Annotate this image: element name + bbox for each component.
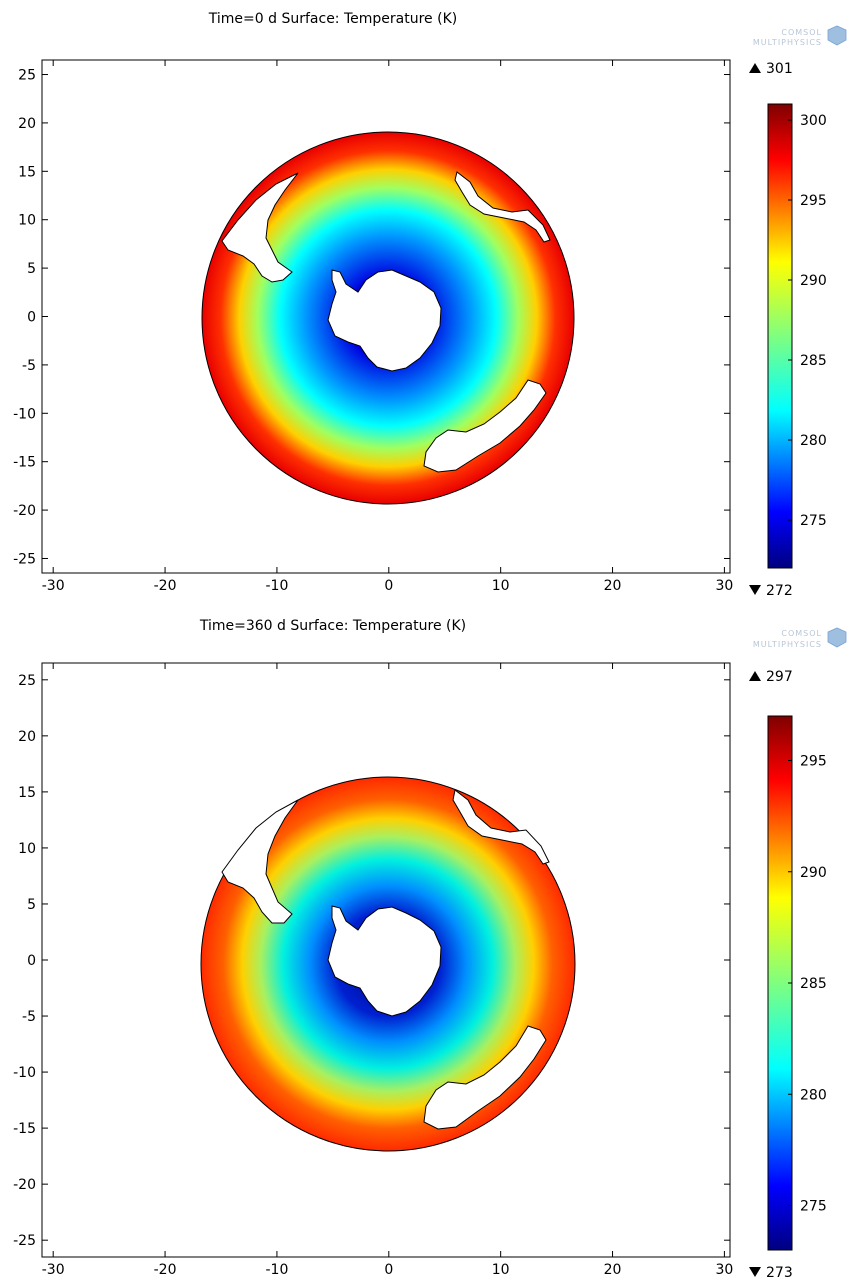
- y-tick-label: -25: [13, 551, 36, 567]
- y-tick-label: 15: [18, 164, 36, 180]
- colorbar-tick-label: 295: [800, 754, 827, 770]
- min-marker-icon-1: [749, 585, 761, 595]
- colorbar-max-2: 297: [766, 669, 793, 685]
- disk-2: [200, 776, 576, 1152]
- y-tick-label: 0: [27, 953, 36, 969]
- x-tick-label: 0: [384, 578, 393, 594]
- colorbar-tick-label: 295: [800, 193, 827, 209]
- x-tick-label: 10: [492, 578, 510, 594]
- y-tick-label: -10: [13, 1065, 36, 1081]
- y-tick-label: -10: [13, 406, 36, 422]
- colorbar-min-1: 272: [766, 583, 793, 599]
- colorbar-max-1: 301: [766, 61, 793, 77]
- y-tick-label: 25: [18, 68, 36, 84]
- x-tick-label: 20: [604, 578, 622, 594]
- y-tick-label: -15: [13, 455, 36, 471]
- cube-icon: [827, 25, 847, 46]
- y-tick-label: -20: [13, 503, 36, 519]
- colorbar-tick-label: 285: [800, 353, 827, 369]
- y-tick-label: 25: [18, 673, 36, 689]
- plot-title-2: Time=360 d Surface: Temperature (K): [199, 618, 466, 634]
- x-tick-label: -10: [265, 1262, 288, 1278]
- brand-line2: MULTIPHYSICS: [753, 38, 822, 47]
- max-marker-icon-2: [749, 671, 761, 681]
- disk-1: [201, 131, 575, 505]
- continent-australia-2: [423, 1025, 547, 1130]
- colorbar-ticks-1: 300 295 290 285 280 275: [788, 113, 827, 529]
- colorbar-min-2: 273: [766, 1265, 793, 1281]
- y-tick-label: 20: [18, 116, 36, 132]
- y-tick-label: -5: [22, 1009, 36, 1025]
- colorbar-ticks-2: 295 290 285 280 275: [788, 754, 827, 1215]
- brand-line1: COMSOL: [781, 28, 822, 37]
- x-axis-1: -30 -20 -10 0 10 20 30: [42, 60, 733, 594]
- colorbar-tick-label: 290: [800, 865, 827, 881]
- colorbar-tick-label: 285: [800, 976, 827, 992]
- y-axis-2: 25 20 15 10 5 0 -5 -10 -15 -20 -25: [13, 673, 730, 1249]
- x-tick-label: -30: [42, 1262, 65, 1278]
- colorbar-tick-label: 275: [800, 513, 827, 529]
- min-marker-icon-2: [749, 1267, 761, 1277]
- continent-south-america-1: [221, 172, 299, 283]
- x-tick-label: -20: [154, 1262, 177, 1278]
- y-axis-1: 25 20 15 10 5 0 -5 -10 -15 -20 -25: [13, 68, 730, 567]
- comsol-logo-2: COMSOL MULTIPHYSICS: [753, 627, 847, 649]
- continent-africa-1: [454, 171, 551, 243]
- x-tick-label: -10: [265, 578, 288, 594]
- x-tick-label: 20: [604, 1262, 622, 1278]
- y-tick-label: 10: [18, 841, 36, 857]
- cube-icon: [827, 627, 847, 648]
- continent-australia-1: [423, 379, 547, 473]
- y-tick-label: -5: [22, 358, 36, 374]
- plot-panel-1: Time=0 d Surface: Temperature (K) COMSOL…: [13, 11, 847, 599]
- max-marker-icon-1: [749, 63, 761, 73]
- y-tick-label: 0: [27, 310, 36, 326]
- x-tick-label: 10: [492, 1262, 510, 1278]
- colorbar-tick-label: 280: [800, 433, 827, 449]
- x-tick-label: -30: [42, 578, 65, 594]
- x-tick-label: 30: [715, 1262, 733, 1278]
- y-tick-label: 15: [18, 785, 36, 801]
- continent-south-america-2: [221, 799, 299, 924]
- y-tick-label: -20: [13, 1177, 36, 1193]
- y-tick-label: 10: [18, 213, 36, 229]
- continent-antarctica-2: [327, 905, 442, 1017]
- continent-antarctica-1: [327, 269, 442, 372]
- colorbar-1: [767, 103, 793, 569]
- x-tick-label: 0: [384, 1262, 393, 1278]
- plot-title-1: Time=0 d Surface: Temperature (K): [208, 11, 457, 27]
- brand-line1: COMSOL: [781, 629, 822, 638]
- x-axis-2: -30 -20 -10 0 10 20 30: [42, 663, 733, 1278]
- y-tick-label: 5: [27, 261, 36, 277]
- x-tick-label: 30: [715, 578, 733, 594]
- brand-line2: MULTIPHYSICS: [753, 640, 822, 649]
- y-tick-label: 5: [27, 897, 36, 913]
- plot-panel-2: Time=360 d Surface: Temperature (K) COMS…: [13, 618, 847, 1281]
- continent-africa-2: [452, 789, 550, 865]
- y-tick-label: -25: [13, 1233, 36, 1249]
- y-tick-label: 20: [18, 729, 36, 745]
- y-tick-label: -15: [13, 1121, 36, 1137]
- colorbar-tick-label: 300: [800, 113, 827, 129]
- x-tick-label: -20: [154, 578, 177, 594]
- comsol-logo-1: COMSOL MULTIPHYSICS: [753, 25, 847, 47]
- colorbar-tick-label: 290: [800, 273, 827, 289]
- colorbar-tick-label: 275: [800, 1199, 827, 1215]
- colorbar-tick-label: 280: [800, 1087, 827, 1103]
